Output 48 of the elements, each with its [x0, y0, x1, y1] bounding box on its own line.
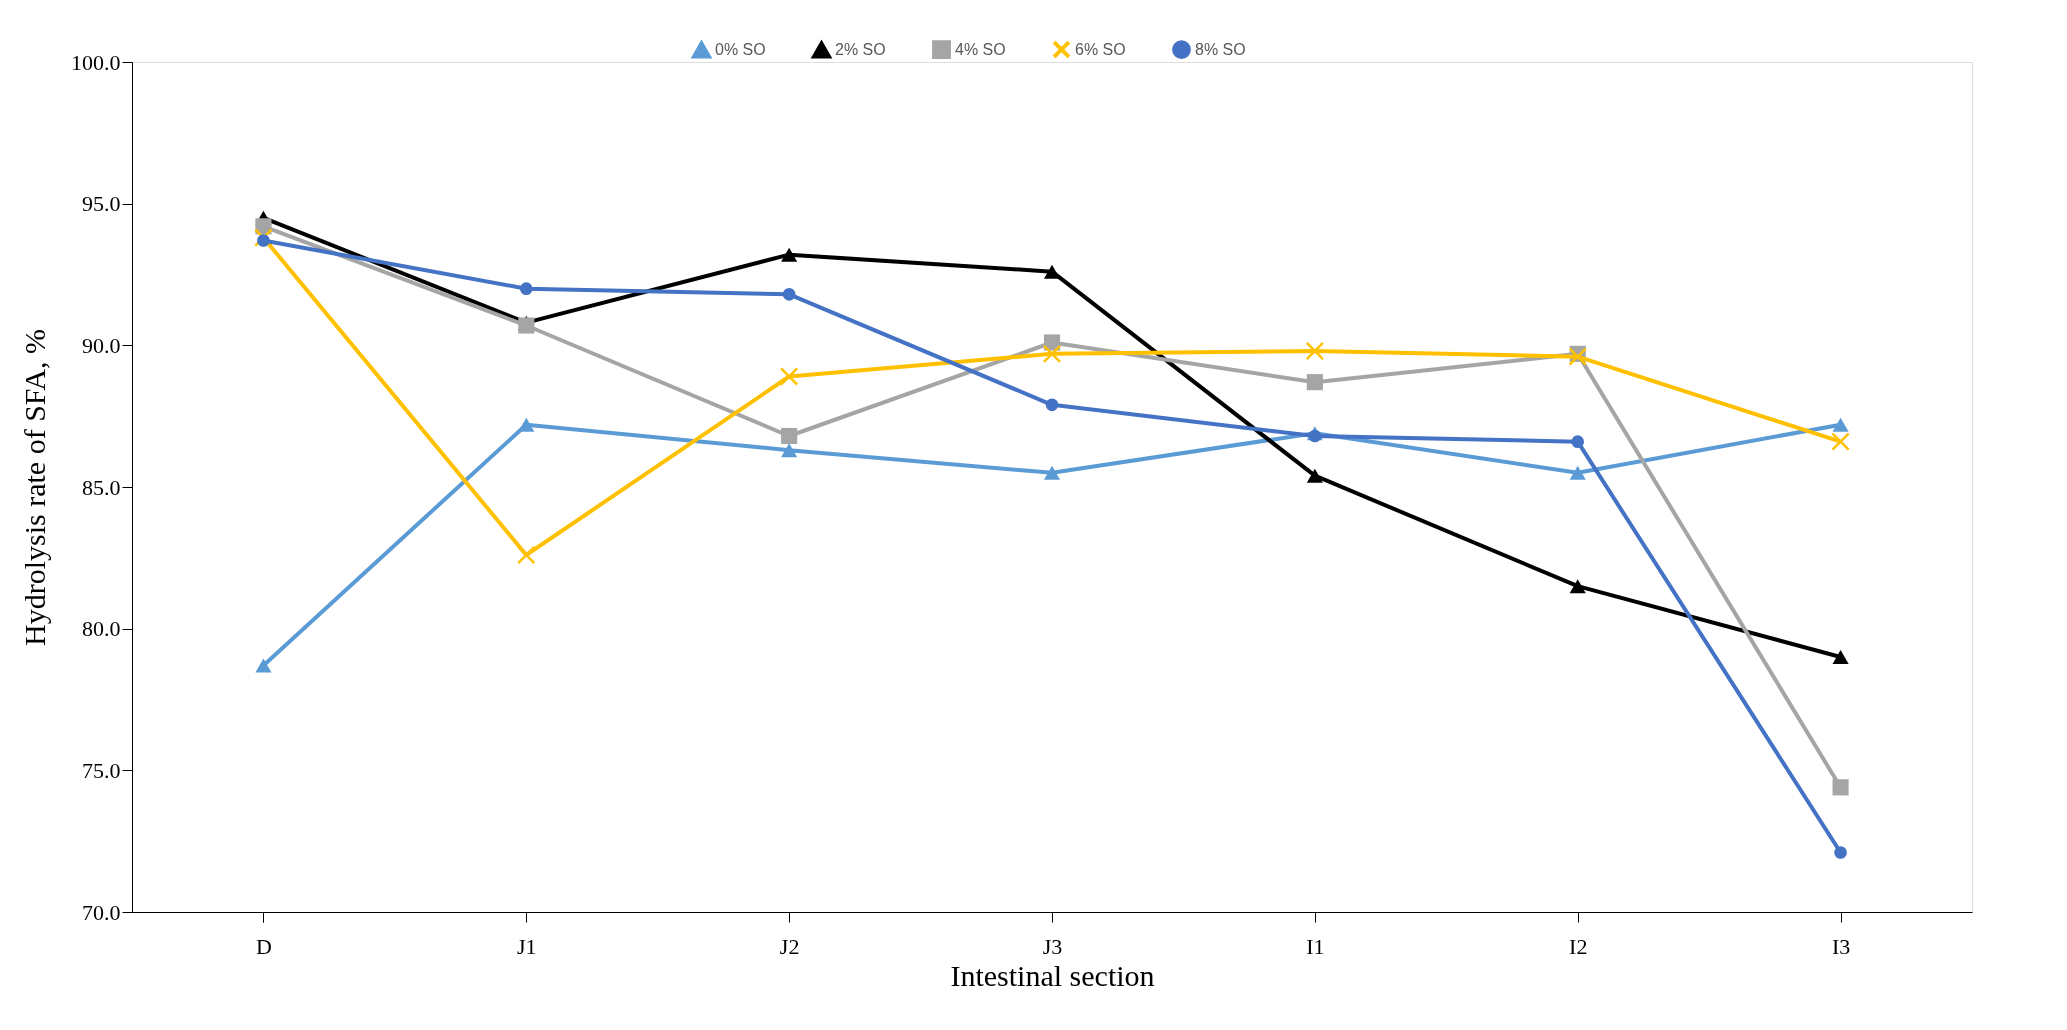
legend-label: 6% SO	[1075, 40, 1126, 58]
x-axis-title: Intestinal section	[950, 958, 1155, 992]
legend-label: 0% SO	[715, 41, 766, 59]
point	[781, 427, 798, 445]
point	[257, 234, 270, 247]
x-tick-label: I2	[1569, 933, 1588, 959]
y-tick-label: 80.0	[82, 616, 121, 642]
point	[1832, 417, 1849, 432]
point	[781, 247, 798, 262]
y-tick-label: 85.0	[82, 474, 121, 500]
point	[255, 658, 272, 673]
x-tick-label: J2	[779, 933, 800, 959]
point	[1306, 468, 1323, 483]
point	[1832, 650, 1849, 664]
point	[782, 288, 796, 301]
x-tick-label: D	[255, 933, 272, 959]
point	[1571, 435, 1585, 448]
point	[516, 545, 536, 565]
point	[1834, 846, 1847, 859]
legend-label: 4% SO	[955, 40, 1006, 58]
point	[1569, 465, 1586, 480]
x-tick-label: I3	[1831, 933, 1851, 959]
point	[1045, 398, 1059, 412]
legend-label: 8% SO	[1195, 40, 1246, 58]
x-tick-label: J1	[517, 933, 537, 959]
point	[1305, 341, 1325, 361]
point	[1569, 579, 1586, 594]
legend-label: 2% SO	[835, 41, 886, 59]
point	[1568, 347, 1588, 366]
point	[254, 228, 273, 247]
y-tick-label: 90.0	[82, 332, 121, 358]
y-tick-label: 100.0	[71, 49, 121, 75]
point	[519, 282, 533, 295]
y-axis-title: Hydrolysis rate of SFA, %	[18, 329, 51, 646]
y-tick-label: 70.0	[82, 899, 121, 925]
y-tick-label: 95.0	[82, 191, 121, 217]
point	[1306, 374, 1323, 391]
point	[1832, 779, 1849, 796]
point	[781, 443, 798, 458]
point	[1042, 344, 1062, 364]
y-tick-label: 75.0	[82, 757, 121, 783]
point	[1043, 465, 1061, 480]
point	[518, 417, 535, 432]
point	[518, 317, 535, 334]
point	[779, 367, 799, 386]
x-tick-label: I1	[1306, 933, 1325, 959]
point	[1831, 432, 1850, 451]
x-tick-label: J3	[1042, 933, 1063, 959]
